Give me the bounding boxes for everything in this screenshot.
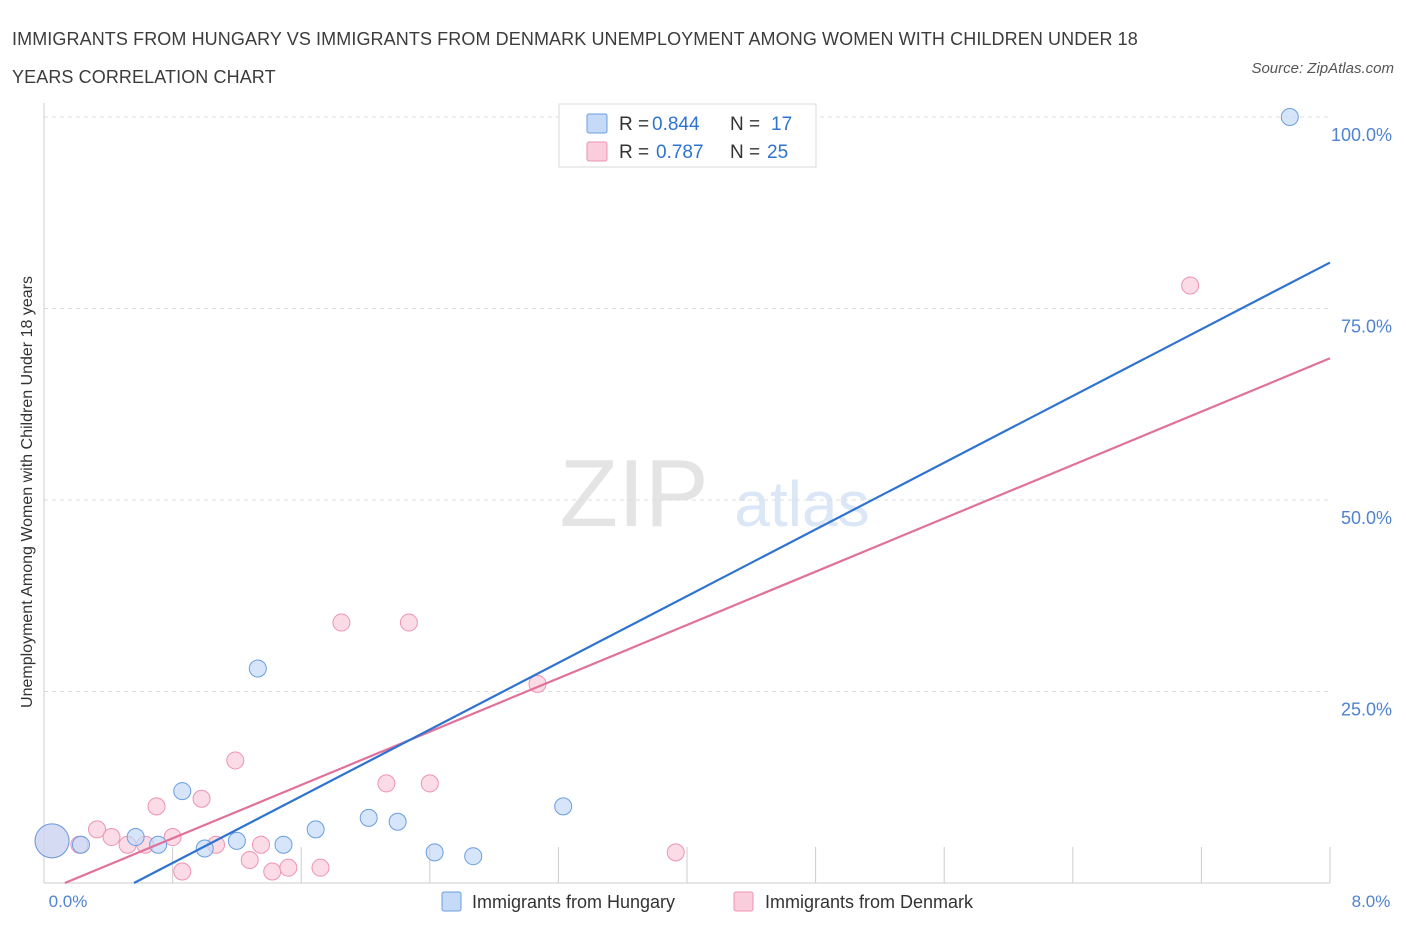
watermark-atlas: atlas (734, 468, 869, 540)
denmark-point (311, 858, 330, 877)
hungary-point (126, 828, 145, 847)
hungary-point (248, 659, 267, 678)
denmark-trend-line (64, 357, 1331, 885)
hungary-point (388, 812, 407, 831)
denmark-points (34, 276, 1200, 881)
stats-legend: R = 0.844 N = 17 R = 0.787 N = 25 (558, 103, 817, 168)
x-tick-label-max: 8.0% (1352, 892, 1391, 911)
denmark-point (147, 797, 166, 816)
denmark-point (377, 774, 396, 793)
denmark-point (102, 828, 121, 847)
watermark: ZIP atlas (559, 440, 869, 547)
denmark-stats-swatch (586, 141, 608, 162)
hungary-r-label: R = (619, 114, 649, 135)
denmark-point (163, 828, 182, 847)
legend-denmark-label: Immigrants from Denmark (765, 892, 974, 912)
hungary-point (425, 843, 444, 862)
denmark-n-value: 25 (767, 142, 788, 163)
hungary-point (34, 823, 70, 859)
bottom-legend: Immigrants from Hungary Immigrants from … (441, 891, 974, 912)
hungary-point (274, 835, 293, 854)
denmark-r-value: 0.787 (656, 142, 704, 163)
y-tick-label: 100.0% (1331, 125, 1392, 145)
denmark-point (263, 862, 282, 881)
hungary-point (71, 835, 90, 854)
chart-title: IMMIGRANTS FROM HUNGARY VS IMMIGRANTS FR… (12, 29, 1138, 87)
legend-hungary-label: Immigrants from Hungary (472, 892, 675, 912)
denmark-point (279, 858, 298, 877)
hungary-point (554, 797, 573, 816)
denmark-point (192, 789, 211, 808)
x-tick-label-min: 0.0% (49, 892, 88, 911)
denmark-point (226, 751, 245, 770)
denmark-point (88, 820, 107, 839)
denmark-point (173, 862, 192, 881)
y-tick-labels: 25.0% 50.0% 75.0% 100.0% (1331, 125, 1392, 720)
hungary-stats-swatch (586, 113, 608, 134)
hungary-point (1280, 108, 1299, 126)
hungary-point (173, 782, 192, 801)
hungary-r-value: 0.844 (652, 114, 700, 135)
hungary-point (306, 820, 325, 839)
denmark-point (399, 613, 418, 632)
gridlines (44, 116, 1330, 692)
denmark-point (420, 774, 439, 793)
y-tick-label: 50.0% (1341, 508, 1392, 528)
legend-denmark-swatch (733, 891, 754, 912)
source-label: Source: ZipAtlas.com (1251, 60, 1394, 77)
hungary-trend-line (133, 261, 1331, 884)
denmark-point (240, 851, 259, 870)
watermark-zip: ZIP (559, 440, 708, 547)
hungary-points (34, 108, 1299, 866)
denmark-point (1181, 276, 1200, 295)
y-tick-label: 25.0% (1341, 700, 1392, 720)
denmark-r-label: R = (619, 142, 649, 163)
hungary-n-label: N = (730, 114, 760, 135)
hungary-point (359, 808, 378, 827)
trend-lines (64, 261, 1331, 885)
y-tick-label: 75.0% (1341, 317, 1392, 337)
hungary-point (227, 831, 246, 850)
denmark-point (252, 835, 271, 854)
x-ticks (43, 847, 1331, 883)
hungary-n-value: 17 (771, 114, 792, 135)
denmark-point (332, 613, 351, 632)
denmark-n-label: N = (730, 142, 760, 163)
denmark-point (666, 843, 685, 862)
hungary-point (464, 847, 483, 866)
legend-hungary-swatch (441, 891, 462, 912)
